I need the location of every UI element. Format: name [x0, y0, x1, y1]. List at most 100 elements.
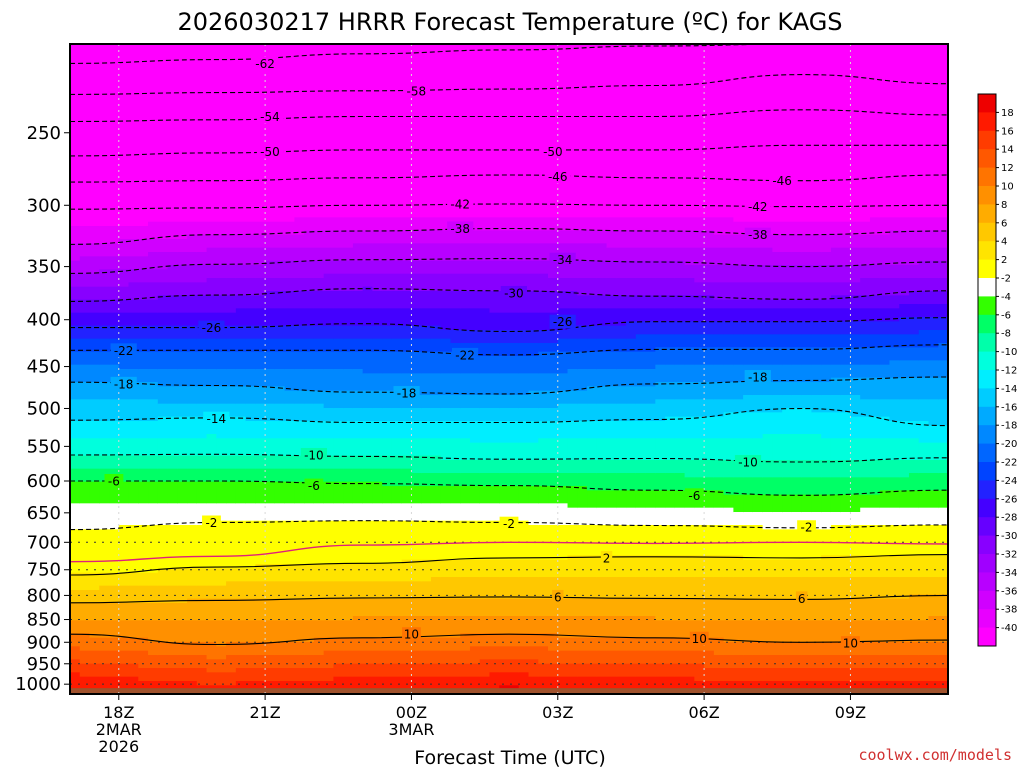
field-cell — [109, 421, 120, 439]
field-cell — [372, 291, 383, 309]
field-cell — [70, 338, 81, 353]
field-cell — [372, 481, 383, 504]
field-cell — [206, 221, 217, 236]
field-cell — [869, 234, 881, 249]
field-cell — [509, 473, 520, 487]
field-cell — [323, 620, 334, 639]
contour-label: -2 — [503, 517, 515, 531]
field-cell — [694, 598, 705, 621]
field-cell — [587, 386, 598, 405]
contour-label: -26 — [202, 321, 222, 335]
field-cell — [89, 455, 100, 470]
field-cell — [889, 598, 900, 621]
field-cell — [499, 659, 510, 673]
field-cell — [772, 282, 783, 301]
field-cell — [860, 507, 871, 526]
field-cell — [840, 377, 852, 396]
field-cell — [499, 421, 510, 444]
field-cell — [899, 477, 910, 491]
field-cell — [294, 598, 305, 621]
contour-label: 10 — [692, 632, 707, 646]
field-cell — [879, 507, 891, 526]
field-cell — [323, 230, 334, 249]
field-cell — [177, 338, 188, 353]
field-cell — [684, 663, 695, 678]
field-cell — [167, 416, 178, 439]
field-cell — [762, 598, 773, 621]
field-cell — [713, 655, 725, 669]
field-cell — [645, 438, 656, 461]
y-tick-label: 700 — [27, 532, 61, 553]
field-cell — [313, 455, 325, 470]
isotherm-line — [70, 453, 948, 463]
field-cell — [313, 44, 325, 218]
field-cell — [177, 681, 188, 694]
colorbar-label: -38 — [1001, 605, 1017, 616]
field-cell — [557, 260, 569, 279]
contour-label: -42 — [450, 197, 470, 211]
field-cell — [928, 377, 939, 400]
field-cell — [362, 230, 374, 244]
field-cell — [918, 399, 930, 422]
field-cell — [772, 265, 783, 283]
field-cell — [216, 247, 227, 266]
field-cell — [879, 265, 891, 279]
field-cell — [645, 650, 656, 665]
field-cell — [304, 390, 315, 405]
field-cell — [196, 468, 208, 483]
field-cell — [450, 351, 461, 374]
field-cell — [704, 555, 715, 578]
field-cell — [411, 44, 422, 218]
field-cell — [791, 529, 803, 561]
field-cell — [635, 247, 647, 262]
field-cell — [577, 308, 588, 327]
field-cell — [938, 217, 948, 231]
field-cell — [655, 598, 666, 621]
field-cell — [879, 681, 891, 694]
field-cell — [743, 308, 754, 322]
field-cell — [79, 572, 91, 591]
field-cell — [382, 421, 393, 439]
field-cell — [323, 503, 334, 522]
field-cell — [938, 442, 948, 461]
field-cell — [206, 247, 217, 266]
field-cell — [352, 338, 364, 353]
contour-label: -6 — [308, 479, 320, 493]
field-cell — [401, 438, 413, 457]
field-cell — [411, 408, 422, 422]
field-cell — [274, 620, 286, 643]
field-cell — [655, 438, 666, 461]
field-cell — [674, 399, 686, 418]
field-cell — [391, 308, 403, 327]
field-cell — [665, 637, 676, 652]
field-cell — [187, 620, 198, 643]
field-cell — [294, 620, 305, 643]
field-cell — [499, 486, 510, 504]
contour-label-bg — [452, 347, 479, 362]
y-tick-label: 550 — [27, 436, 61, 457]
field-cell — [528, 503, 539, 526]
credit-link[interactable]: coolwx.com/models — [858, 746, 1012, 764]
field-cell — [830, 460, 842, 478]
field-cell — [928, 291, 939, 305]
field-cell — [635, 386, 647, 405]
field-cell — [469, 356, 481, 374]
field-cell — [430, 520, 442, 561]
field-cell — [557, 44, 569, 218]
field-cell — [343, 468, 354, 483]
field-cell — [148, 585, 159, 604]
field-cell — [265, 681, 276, 694]
field-cell — [626, 676, 637, 691]
field-cell — [70, 299, 81, 314]
field-cell — [528, 460, 539, 474]
field-cell — [694, 507, 705, 526]
field-cell — [528, 616, 539, 634]
field-cell — [928, 507, 939, 526]
field-cell — [811, 577, 822, 600]
field-cell — [352, 291, 364, 309]
field-cell — [333, 468, 344, 483]
field-cell — [362, 390, 374, 409]
field-cell — [206, 481, 217, 504]
field-cell — [421, 486, 432, 504]
field-cell — [469, 486, 481, 504]
